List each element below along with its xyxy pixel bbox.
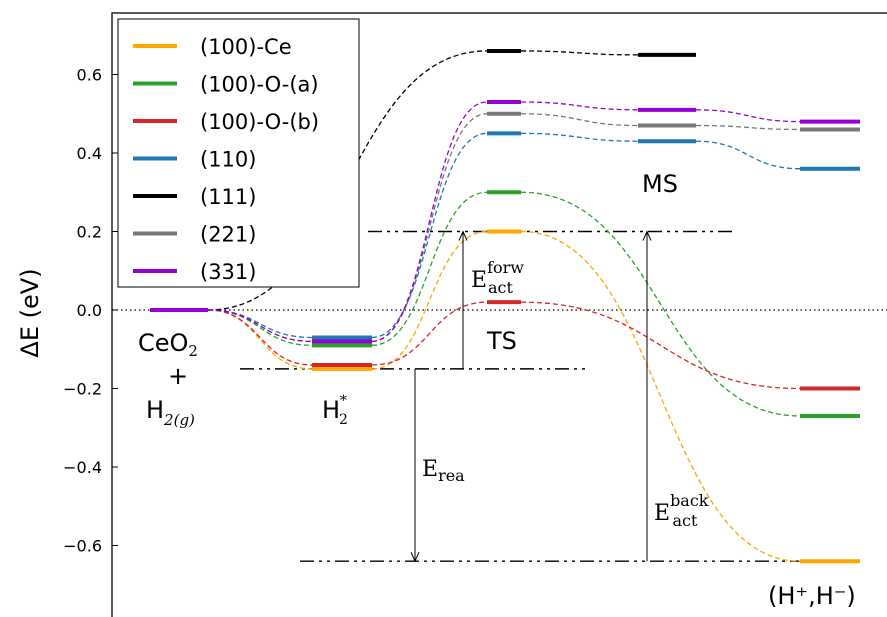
- series-connector-3: [520, 132, 639, 142]
- legend-label: (110): [200, 148, 256, 172]
- series-connector-1: [207, 309, 313, 346]
- arrow-forward-head: [458, 230, 468, 241]
- legend: (100)-Ce (100)-O-(a) (100)-O-(b) (110) (111)…: [117, 18, 360, 288]
- y-tick-label: 0.6: [77, 66, 102, 85]
- stage-label-final: (H⁺,H⁻): [768, 582, 856, 610]
- series-connector-6: [695, 109, 801, 123]
- series-connector-2: [207, 309, 313, 366]
- label-e-forward: Eforw act: [471, 258, 524, 297]
- energy-arrows: [410, 230, 652, 563]
- series-connector-0: [371, 230, 488, 370]
- plot-frame: [111, 12, 887, 617]
- series-connector-0: [207, 309, 313, 370]
- series-connector-3: [371, 132, 488, 339]
- stage-label-ms: MS: [642, 170, 678, 198]
- series-connector-6: [520, 101, 639, 111]
- legend-label: (221): [200, 223, 256, 247]
- stage-label-h2g: H2(g): [146, 396, 195, 429]
- y-tick-label: 0.0: [77, 301, 102, 320]
- legend-items: (100)-Ce (100)-O-(a) (100)-O-(b) (110) (111)…: [133, 35, 319, 284]
- legend-label: (111): [200, 185, 256, 209]
- series-connector-3: [695, 140, 801, 170]
- arrow-reaction-head: [410, 551, 420, 563]
- series-connector-2: [371, 301, 488, 366]
- energy-levels: [150, 48, 860, 564]
- stage-label-plus: +: [168, 362, 188, 390]
- series-connector-6: [371, 101, 488, 343]
- label-e-backward: Eback act: [654, 491, 709, 530]
- label-e-reaction: Erea: [422, 457, 465, 485]
- stage-label-ceo2: CeO2: [138, 329, 198, 360]
- y-tick-label: 0.2: [77, 223, 102, 242]
- arrow-backward-head: [642, 230, 652, 241]
- stage-label-h2star: H* 2: [322, 393, 348, 428]
- legend-label: (100)-O-(b): [200, 110, 319, 134]
- series-connector-4: [520, 50, 639, 56]
- stage-label-ts: TS: [486, 327, 517, 355]
- series-connector-1: [371, 191, 488, 346]
- y-tick-label: −0.2: [63, 380, 102, 399]
- legend-label: (331): [200, 260, 256, 284]
- series-connector-5: [695, 124, 801, 131]
- series-curves: [207, 50, 801, 562]
- series-connector-5: [520, 113, 639, 127]
- y-tick-label: −0.6: [63, 537, 102, 556]
- y-tick-label: −0.4: [63, 458, 102, 477]
- y-tick-label: 0.4: [77, 144, 102, 163]
- series-connector-2: [520, 301, 801, 390]
- y-axis-label: ΔE (eV): [16, 268, 44, 357]
- legend-label: (100)-O-(a): [200, 73, 319, 97]
- series-connector-0: [520, 230, 801, 562]
- series-connector-1: [520, 191, 801, 417]
- y-axis-ticks: −0.6 −0.4 −0.2 0.0 0.2 0.4 0.6: [63, 66, 118, 556]
- legend-box: [117, 18, 360, 288]
- series-connector-5: [371, 113, 488, 343]
- legend-label: (100)-Ce: [200, 35, 292, 59]
- series-connector-3: [207, 309, 313, 339]
